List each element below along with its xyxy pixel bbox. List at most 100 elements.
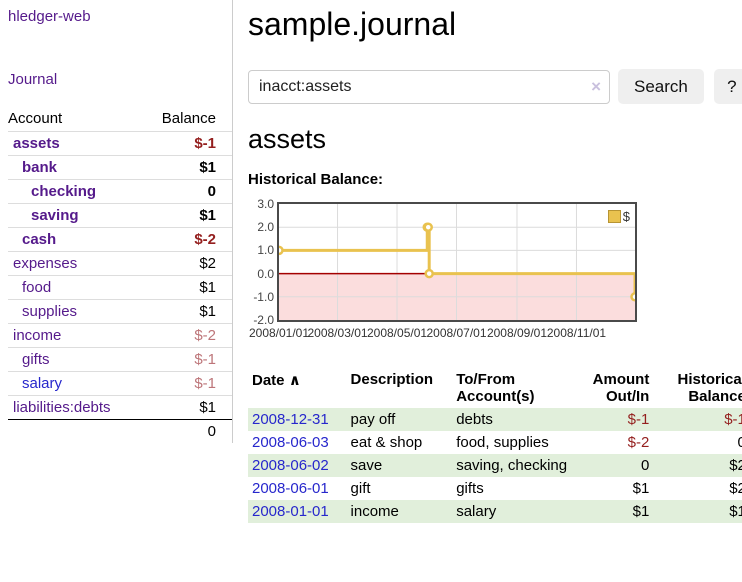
y-axis-tick-label: -1.0 — [248, 290, 274, 304]
transaction-date-link[interactable]: 2008-06-01 — [252, 480, 329, 497]
account-link[interactable]: bank — [8, 159, 57, 176]
chart-plot-area: $ — [277, 202, 637, 322]
transaction-amount: $1 — [572, 477, 653, 500]
account-balance: 0 — [208, 183, 216, 200]
account-link[interactable]: gifts — [8, 351, 50, 368]
accounts-table: Account Balance assets $-1 bank $1 checking 0… — [8, 106, 232, 443]
legend-swatch-icon — [608, 210, 621, 223]
historical-balance-chart: $ 3.02.01.00.0-1.0-2.02008/01/012008/03/… — [248, 202, 742, 348]
transaction-date-link[interactable]: 2008-12-31 — [252, 411, 329, 428]
account-balance: $1 — [199, 159, 216, 176]
chart-svg — [279, 204, 635, 320]
transaction-row: 2008-06-01giftgifts$1$2 — [248, 477, 742, 500]
register-header-description: Description — [347, 368, 453, 408]
register-header-date[interactable]: Date ∧ — [248, 368, 347, 408]
transaction-balance: $-1 — [653, 408, 742, 431]
accounts-table-header: Account Balance — [8, 106, 232, 131]
transaction-balance: $1 — [653, 500, 742, 523]
transaction-balance: $2 — [653, 454, 742, 477]
sidebar: hledger-web Journal Account Balance asse… — [0, 0, 233, 443]
register-table: Date ∧ Description To/From Account(s) Am… — [248, 368, 742, 523]
clear-search-icon[interactable]: × — [591, 77, 601, 97]
account-link[interactable]: supplies — [8, 303, 77, 320]
transaction-date-link[interactable]: 2008-06-02 — [252, 457, 329, 474]
accounts-header-balance: Balance — [162, 110, 216, 127]
transaction-accounts: salary — [452, 500, 572, 523]
transaction-description: pay off — [347, 408, 453, 431]
account-balance: $1 — [199, 207, 216, 224]
account-link[interactable]: liabilities:debts — [8, 399, 111, 416]
account-balance: $-1 — [194, 351, 216, 368]
account-link[interactable]: assets — [8, 135, 60, 152]
transaction-description: income — [347, 500, 453, 523]
account-link[interactable]: checking — [8, 183, 96, 200]
account-row: assets $-1 — [8, 131, 232, 155]
y-axis-tick-label: 1.0 — [248, 243, 274, 257]
account-balance: $-2 — [194, 231, 216, 248]
sidebar-item-journal[interactable]: Journal — [8, 71, 57, 88]
account-balance: $-1 — [194, 135, 216, 152]
x-axis-tick-label: 2008/01/01 — [249, 326, 309, 340]
account-balance: $1 — [199, 303, 216, 320]
account-link[interactable]: saving — [8, 207, 79, 224]
account-balance: $2 — [199, 255, 216, 272]
transaction-description: eat & shop — [347, 431, 453, 454]
transaction-row: 2008-01-01incomesalary$1$1 — [248, 500, 742, 523]
legend-label: $ — [623, 209, 630, 224]
account-link[interactable]: income — [8, 327, 61, 344]
data-point-marker — [425, 224, 432, 231]
accounts-total-row: 0 — [8, 419, 232, 443]
register-body: 2008-12-31pay offdebts$-1$-12008-06-03ea… — [248, 408, 742, 523]
x-axis-tick-label: 2008/07/01 — [426, 326, 486, 340]
search-box: × — [248, 70, 610, 104]
y-axis-tick-label: 3.0 — [248, 197, 274, 211]
transaction-accounts: food, supplies — [452, 431, 572, 454]
chart-legend: $ — [608, 209, 630, 224]
account-heading: assets — [248, 124, 742, 155]
x-axis-tick-label: 2008/11/01 — [547, 326, 606, 340]
accounts-rows: assets $-1 bank $1 checking 0 saving $1 cash $-2 e… — [8, 131, 232, 419]
transaction-amount: $-2 — [572, 431, 653, 454]
transaction-description: gift — [347, 477, 453, 500]
transaction-amount: $1 — [572, 500, 653, 523]
account-link[interactable]: food — [8, 279, 51, 296]
register-header-amount: Amount Out/In — [572, 368, 653, 408]
help-button[interactable]: ? — [714, 69, 742, 104]
x-axis-tick-label: 2008/05/01 — [367, 326, 427, 340]
x-axis-tick-label: 2008/09/01 — [487, 326, 547, 340]
account-row: liabilities:debts$1 — [8, 395, 232, 419]
transaction-amount: 0 — [572, 454, 653, 477]
account-row: expenses $2 — [8, 251, 232, 275]
register-header-row: Date ∧ Description To/From Account(s) Am… — [248, 368, 742, 408]
transaction-balance: 0 — [653, 431, 742, 454]
app-title-link[interactable]: hledger-web — [8, 8, 91, 25]
data-point-marker — [632, 293, 636, 300]
account-link[interactable]: expenses — [8, 255, 77, 272]
search-button[interactable]: Search — [618, 69, 704, 104]
account-link[interactable]: cash — [8, 231, 56, 248]
page-title: sample.journal — [248, 6, 742, 43]
transaction-date-link[interactable]: 2008-06-03 — [252, 434, 329, 451]
account-balance: $-2 — [194, 327, 216, 344]
search-input[interactable] — [248, 70, 610, 104]
transaction-row: 2008-06-02savesaving, checking0$2 — [248, 454, 742, 477]
account-row: checking 0 — [8, 179, 232, 203]
account-row: saving $1 — [8, 203, 232, 227]
register-header-balance: Historical Balance — [653, 368, 742, 408]
account-row: bank $1 — [8, 155, 232, 179]
transaction-accounts: gifts — [452, 477, 572, 500]
y-axis-tick-label: -2.0 — [248, 313, 274, 327]
account-row: salary$-1 — [8, 371, 232, 395]
account-row: gifts $-1 — [8, 347, 232, 371]
account-balance: $1 — [199, 279, 216, 296]
account-row: income $-2 — [8, 323, 232, 347]
account-row: food $1 — [8, 275, 232, 299]
transaction-row: 2008-12-31pay offdebts$-1$-1 — [248, 408, 742, 431]
page: hledger-web Journal Account Balance asse… — [0, 0, 742, 582]
data-point-marker — [279, 247, 283, 254]
transaction-accounts: saving, checking — [452, 454, 572, 477]
account-link[interactable]: salary — [8, 375, 62, 392]
y-axis-tick-label: 0.0 — [248, 267, 274, 281]
transaction-date-link[interactable]: 2008-01-01 — [252, 503, 329, 520]
main-content: sample.journal × Search ? assets Histori… — [233, 0, 742, 582]
